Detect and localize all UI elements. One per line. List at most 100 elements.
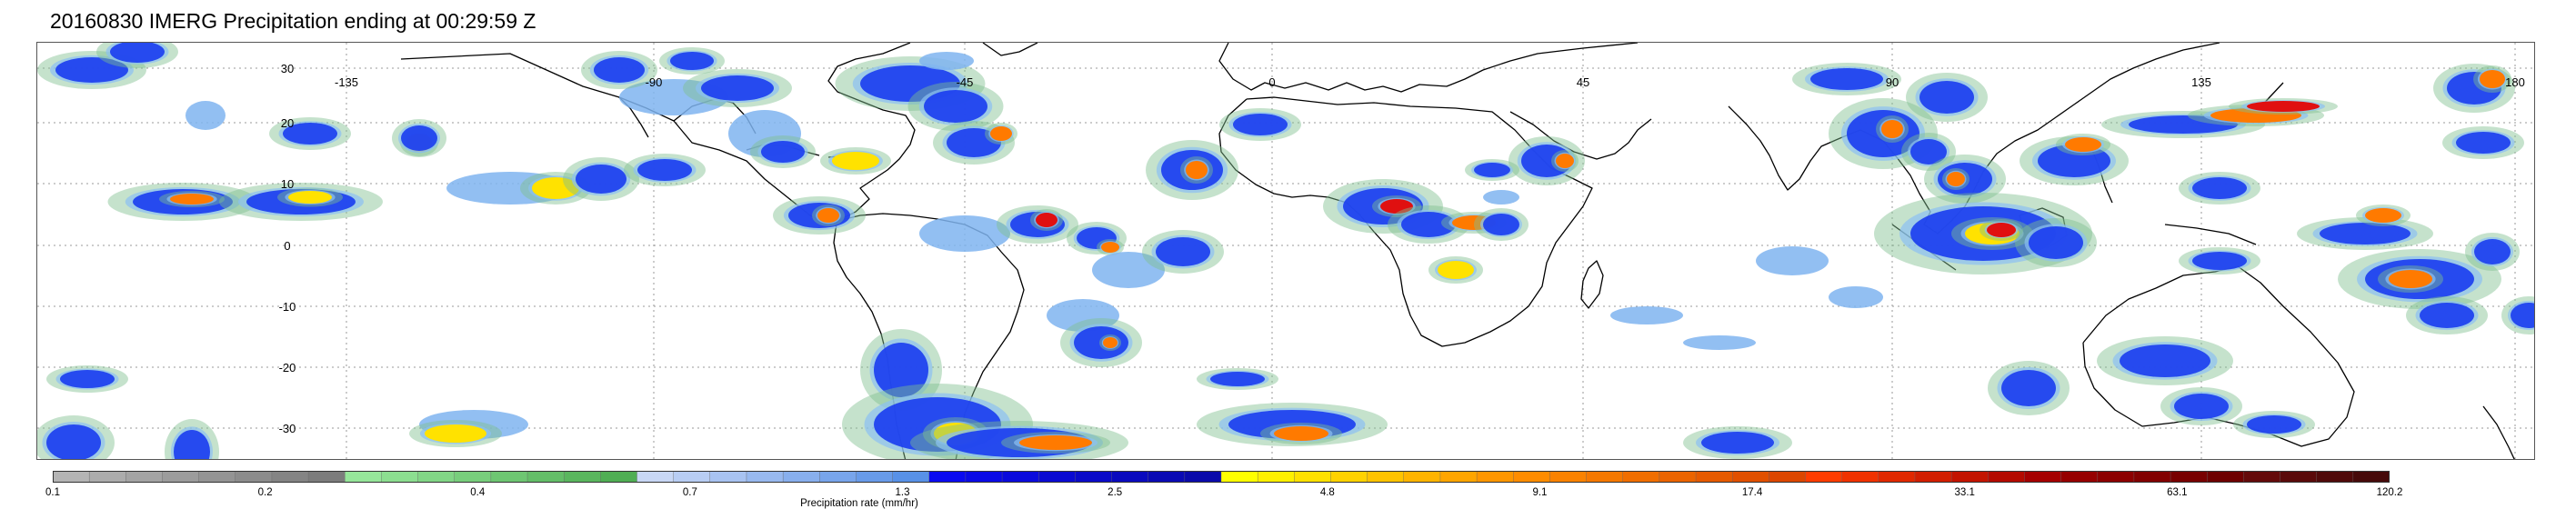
precipitation-cell xyxy=(1610,306,1683,324)
colorbar-border xyxy=(53,471,2390,483)
precipitation-cell xyxy=(576,165,626,194)
precipitation-cell xyxy=(1233,114,1288,135)
colorbar-segment xyxy=(1038,471,1077,483)
colorbar-segment xyxy=(1622,471,1660,483)
longitude-label: 45 xyxy=(1577,75,1589,89)
precipitation-cell xyxy=(425,424,486,443)
precipitation-cell xyxy=(924,90,987,123)
colorbar xyxy=(53,471,2390,483)
colorbar-segment xyxy=(1439,471,1478,483)
colorbar-segment xyxy=(1220,471,1258,483)
map-title: 20160830 IMERG Precipitation ending at 0… xyxy=(50,9,536,33)
precipitation-cell xyxy=(2029,226,2083,259)
precipitation-cell xyxy=(2511,303,2534,328)
colorbar-segment xyxy=(2133,471,2171,483)
precipitation-cell xyxy=(60,370,115,388)
coastline-arctic-islands xyxy=(982,43,1038,56)
colorbar-segment xyxy=(1659,471,1697,483)
precipitation-cell xyxy=(174,430,210,459)
colorbar-segment xyxy=(1950,471,1989,483)
colorbar-segment xyxy=(53,471,90,483)
precipitation-cell xyxy=(2480,70,2505,88)
colorbar-tick-label: 4.8 xyxy=(1319,487,1335,498)
precipitation-cell xyxy=(1401,212,1456,237)
latitude-label: -30 xyxy=(279,422,296,435)
colorbar-tick-label: 9.1 xyxy=(1532,487,1548,498)
precipitation-cell xyxy=(761,141,805,163)
colorbar-segment xyxy=(746,471,784,483)
colorbar-segment xyxy=(271,471,309,483)
colorbar-segment xyxy=(2060,471,2099,483)
precipitation-cell xyxy=(637,159,692,181)
map-canvas: 30 20 10 0 -10 -20 -30 -135 -90 -45 0 45 90 135 180 xyxy=(37,43,2534,459)
latitude-label: 10 xyxy=(281,177,294,191)
colorbar-segment xyxy=(2207,471,2245,483)
precipitation-cell xyxy=(2474,239,2511,264)
colorbar-tick-label: 0.4 xyxy=(470,487,486,498)
precipitation-cell xyxy=(1210,372,1265,386)
colorbar-segment xyxy=(1513,471,1551,483)
precipitation-cell xyxy=(55,57,128,83)
latitude-label: 0 xyxy=(284,239,290,253)
longitude-label: 0 xyxy=(1268,75,1275,89)
precipitation-cell xyxy=(1156,237,1210,266)
precipitation-cell xyxy=(2001,370,2056,406)
colorbar-tick-label: 1.3 xyxy=(895,487,910,498)
colorbar-segment xyxy=(1878,471,1916,483)
precipitation-cell xyxy=(2129,115,2238,134)
colorbar-segment xyxy=(526,471,565,483)
longitude-label: 135 xyxy=(2191,75,2211,89)
precipitation-cell xyxy=(594,57,645,83)
colorbar-segment xyxy=(1330,471,1368,483)
precipitation-cell xyxy=(2456,132,2511,154)
colorbar-segment xyxy=(2352,471,2390,483)
precipitation-cell xyxy=(1101,242,1119,253)
coastline-madagascar xyxy=(1580,260,1604,309)
coastline-australia xyxy=(2082,265,2355,447)
precipitation-cell xyxy=(1701,432,1774,454)
precipitation-cell xyxy=(110,43,165,63)
colorbar-segment xyxy=(1001,471,1039,483)
colorbar-segment xyxy=(162,471,200,483)
coastline-new-zealand xyxy=(2482,405,2515,459)
precipitation-cell xyxy=(670,52,714,70)
colorbar-segment xyxy=(2024,471,2062,483)
colorbar-segment xyxy=(1476,471,1514,483)
colorbar-segment xyxy=(1731,471,1770,483)
precipitation-cell xyxy=(2065,137,2101,152)
colorbar-segment xyxy=(381,471,419,483)
colorbar-segment xyxy=(1111,471,1149,483)
colorbar-tick-label: 17.4 xyxy=(1741,487,1763,498)
colorbar-segment xyxy=(417,471,456,483)
longitude-label: 90 xyxy=(1886,75,1899,89)
precipitation-field xyxy=(37,43,2534,459)
precipitation-cell xyxy=(2420,303,2474,328)
precipitation-cell xyxy=(832,152,879,170)
colorbar-tick-label: 0.1 xyxy=(45,487,60,498)
precipitation-cell xyxy=(2365,208,2401,223)
colorbar-segment xyxy=(782,471,820,483)
colorbar-segment xyxy=(235,471,273,483)
precipitation-cell xyxy=(1483,214,1519,235)
precipitation-cell xyxy=(1881,120,1903,138)
precipitation-map: 30 20 10 0 -10 -20 -30 -135 -90 -45 0 45 90 135 180 xyxy=(36,42,2535,460)
precipitation-cell xyxy=(185,101,226,130)
coastline-new-guinea xyxy=(2164,224,2257,245)
colorbar-segment xyxy=(2243,471,2281,483)
colorbar-segment xyxy=(1805,471,1843,483)
precipitation-cell xyxy=(2320,223,2411,245)
colorbar-segment xyxy=(1367,471,1405,483)
colorbar-segment xyxy=(2097,471,2135,483)
precipitation-cell xyxy=(1103,337,1118,348)
colorbar-tick-label: 120.2 xyxy=(2376,487,2403,498)
colorbar-segment xyxy=(600,471,638,483)
colorbar-segment xyxy=(1988,471,2026,483)
colorbar-segment xyxy=(856,471,894,483)
colorbar-tick-label: 2.5 xyxy=(1108,487,1123,498)
precipitation-cell xyxy=(2120,344,2210,377)
precipitation-cell xyxy=(1019,435,1092,450)
longitude-label: 180 xyxy=(2505,75,2525,89)
colorbar-segment xyxy=(1148,471,1186,483)
precipitation-cell xyxy=(2389,270,2432,288)
precipitation-cell xyxy=(532,177,579,199)
